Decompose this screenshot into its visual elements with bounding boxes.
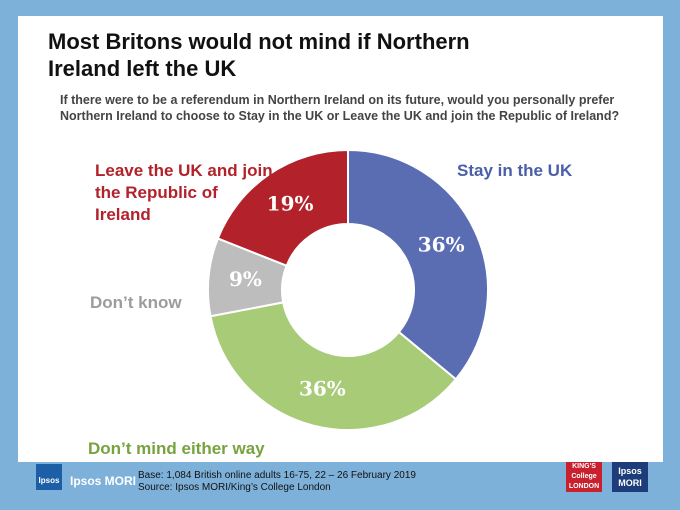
category-label: Don’t know xyxy=(90,293,182,312)
donut-segment xyxy=(209,301,458,431)
donut-segment xyxy=(347,148,489,381)
source-note: Source: Ipsos MORI/King’s College London xyxy=(138,482,331,493)
donut-segment xyxy=(216,148,349,268)
ipsos-text: Ipsos MORI xyxy=(70,474,137,488)
ipsos-mori-logo: Ipsos MORI xyxy=(612,462,648,492)
category-label: Stay in the UK xyxy=(457,161,573,180)
value-label: 9% xyxy=(229,267,262,291)
ipsos-logo: Ipsos xyxy=(36,464,62,490)
chart-subtitle: If there were to be a referendum in Nort… xyxy=(60,93,620,123)
category-label: Leave the UK and join the Republic of Ir… xyxy=(95,161,273,224)
value-label: 36% xyxy=(418,233,465,257)
category-label: Don’t mind either way xyxy=(88,439,265,458)
chart-title: Most Britons would not mind if Northern … xyxy=(48,29,470,81)
base-note: Base: 1,084 British online adults 16-75,… xyxy=(138,470,416,481)
value-label: 36% xyxy=(299,376,346,400)
value-label: 19% xyxy=(267,191,314,215)
kings-logo: KING'S College LONDON xyxy=(566,462,602,492)
